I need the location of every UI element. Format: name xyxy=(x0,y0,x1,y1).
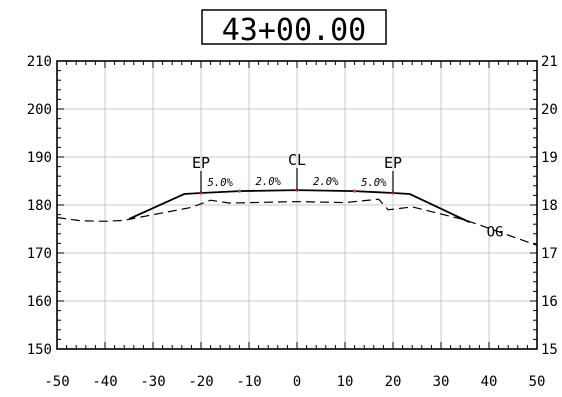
x-tick-label: 40 xyxy=(481,374,498,390)
x-tick-label: 20 xyxy=(385,374,402,390)
y-tick-label: 210 xyxy=(27,54,52,70)
y-tick-label: 190 xyxy=(27,150,52,166)
x-tick-label: -10 xyxy=(236,374,261,390)
og-label: OG xyxy=(487,224,504,240)
annotations: EP CL EP 5.0% 2.0% 2.0% 5.0% OG xyxy=(192,151,503,240)
y-tick-label: 180 xyxy=(27,198,52,214)
existing-ground-line xyxy=(56,198,538,246)
y-tick-label: 170 xyxy=(27,246,52,262)
x-tick-label: 10 xyxy=(337,374,354,390)
x-tick-label: -40 xyxy=(92,374,117,390)
station-title: 43+00.00 xyxy=(222,13,367,48)
slope-label: 5.0% xyxy=(361,177,387,189)
y-tick-label-right: 17 xyxy=(541,246,558,262)
slope-label: 2.0% xyxy=(256,176,282,188)
title-box xyxy=(201,9,387,45)
x-tick-label: 0 xyxy=(293,374,301,390)
x-tick-label: -30 xyxy=(140,374,165,390)
x-tick-label: -20 xyxy=(188,374,213,390)
y-tick-label: 200 xyxy=(27,102,52,118)
y-tick-label-right: 19 xyxy=(541,150,558,166)
slope-label: 2.0% xyxy=(313,176,339,188)
y-tick-label: 160 xyxy=(27,294,52,310)
y-tick-label-right: 21 xyxy=(541,54,558,70)
y-tick-label-right: 15 xyxy=(541,342,558,358)
y-tick-label-right: 20 xyxy=(541,102,558,118)
x-tick-label: 50 xyxy=(529,374,546,390)
marker-label-ep: EP xyxy=(384,154,402,172)
proposed-section-line xyxy=(128,189,471,224)
y-tick-label-right: 18 xyxy=(541,198,558,214)
pavement-node xyxy=(353,189,357,193)
grid xyxy=(57,61,537,349)
pavement-node xyxy=(237,189,241,193)
x-tick-label: -50 xyxy=(44,374,69,390)
axes: -50 -40 -30 -20 -10 0 10 20 30 40 50 150 160 170 180 19… xyxy=(27,54,558,390)
slope-label: 5.0% xyxy=(208,177,234,189)
y-tick-label-right: 16 xyxy=(541,294,558,310)
marker-label-cl: CL xyxy=(288,151,306,169)
x-tick-label: 30 xyxy=(433,374,450,390)
y-tick-label: 150 xyxy=(27,342,52,358)
marker-label-ep: EP xyxy=(192,154,210,172)
